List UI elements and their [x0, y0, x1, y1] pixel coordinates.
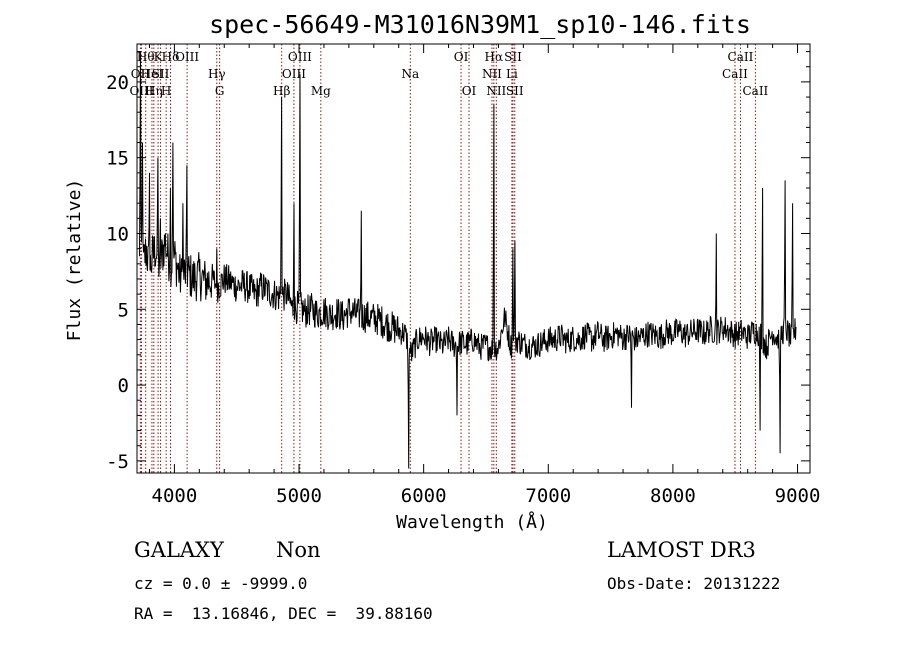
spectral-line-label: Mg — [311, 84, 331, 98]
object-class: GALAXY — [134, 538, 224, 562]
spectral-line-label: OIII — [282, 67, 306, 81]
spectral-line-label: CaII — [722, 67, 748, 81]
spectral-line-label: OIII — [288, 50, 312, 64]
x-tick-label: 5000 — [276, 485, 322, 507]
spectral-line-label: OI — [454, 50, 469, 64]
chart-title: spec-56649-M31016N39M1_sp10-146.fits — [209, 10, 751, 39]
x-axis-label: Wavelength (Å) — [396, 511, 548, 533]
y-tick-label: -5 — [106, 451, 129, 473]
redshift-readout: cz = 0.0 ± -9999.0 — [134, 574, 308, 593]
spectral-line-label: Hδ — [162, 50, 180, 64]
y-tick-label: 0 — [118, 375, 129, 397]
spectral-line-label: OIII — [175, 50, 199, 64]
x-tick-label: 9000 — [775, 485, 821, 507]
spectral-line-label: OI — [462, 84, 477, 98]
y-tick-label: 5 — [118, 299, 129, 321]
spectrum-series — [139, 51, 797, 469]
plot-frame — [136, 43, 811, 474]
spectral-line-label: Hα — [485, 50, 504, 64]
spectral-line-label: OIII — [129, 84, 153, 98]
y-tick-label: 10 — [106, 223, 129, 245]
spectral-line-label: HeI — [141, 67, 164, 81]
coordinates-readout: RA = 13.16846, DEC = 39.88160 — [134, 604, 433, 623]
spectral-line-label: SII — [504, 50, 522, 64]
spectral-line-label: CaII — [742, 84, 768, 98]
spectral-line-label: K — [154, 50, 164, 64]
spectral-line-label: SII — [152, 67, 170, 81]
spectral-line-label: Hγ — [208, 67, 226, 81]
spectral-line-label: H — [161, 84, 171, 98]
x-tick-label: 8000 — [650, 485, 696, 507]
spectral-line-label: NII — [482, 67, 502, 81]
y-axis-label: Flux (relative) — [64, 179, 85, 342]
x-tick-label: 7000 — [525, 485, 571, 507]
spectral-line-label: NII — [486, 84, 506, 98]
spectral-line-label: Na — [401, 67, 419, 81]
y-axis-ticks: -5 0 5 10 15 20 — [106, 51, 810, 473]
spectral-line-label: Hβ — [273, 84, 290, 98]
y-tick-label: 20 — [106, 72, 129, 94]
x-axis-ticks: 4000 5000 6000 7000 8000 9000 — [148, 44, 821, 507]
survey-name: LAMOST DR3 — [607, 538, 756, 562]
spectrum-line — [139, 51, 797, 469]
y-tick-label: 15 — [106, 148, 129, 170]
spectral-line-label: Hθ — [137, 50, 155, 64]
spectral-line-label: G — [215, 84, 225, 98]
spectral-line-label: Li — [506, 67, 518, 81]
observation-date: Obs-Date: 20131222 — [607, 574, 781, 593]
spectral-line-label: SII — [506, 84, 524, 98]
x-tick-label: 6000 — [401, 485, 447, 507]
x-tick-label: 4000 — [152, 485, 198, 507]
object-subclass: Non — [276, 538, 321, 562]
spectral-line-label: CaII — [728, 50, 754, 64]
